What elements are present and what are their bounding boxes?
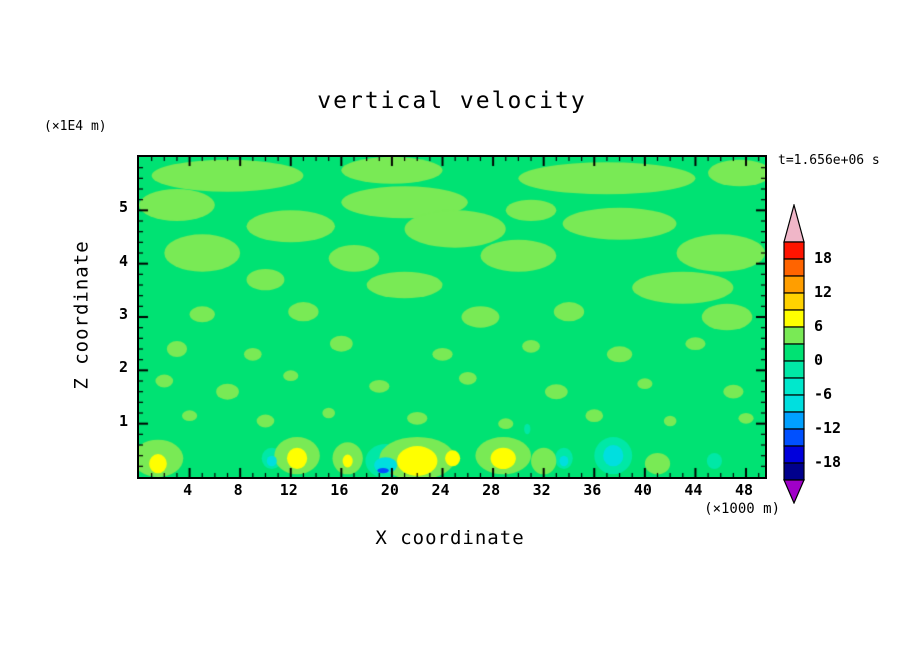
velocity-field-canvas (139, 157, 765, 477)
colorbar-tick-label: -12 (814, 419, 842, 437)
colorbar-band (783, 343, 805, 362)
colorbar (783, 204, 805, 504)
x-tick-label: 16 (330, 481, 349, 499)
x-tick-label: 36 (583, 481, 602, 499)
z-tick-label: 3 (118, 305, 128, 323)
colorbar-band (783, 411, 805, 430)
colorbar-band (783, 309, 805, 328)
page-title: vertical velocity (317, 88, 587, 114)
x-tick-label: 12 (279, 481, 298, 499)
colorbar-tick-label: 18 (814, 249, 833, 267)
z-tick-label: 2 (118, 358, 128, 377)
x-axis-label: X coordinate (375, 527, 525, 549)
colorbar-tick-label: 12 (814, 283, 833, 301)
colorbar-band (783, 275, 805, 294)
plot-frame (137, 155, 767, 479)
colorbar-band (783, 360, 805, 379)
colorbar-tick-label: -6 (814, 385, 833, 403)
x-tick-label: 32 (532, 481, 551, 499)
x-tick-label: 40 (633, 481, 652, 499)
z-axis-label: Z coordinate (71, 240, 93, 390)
z-tick-label: 1 (118, 411, 128, 430)
x-tick-label: 28 (482, 481, 501, 499)
colorbar-tick-label: -18 (814, 453, 842, 471)
colorbar-band (783, 428, 805, 447)
x-tick-label: 24 (431, 481, 450, 499)
x-tick-label: 20 (380, 481, 399, 499)
z-tick-label: 4 (118, 251, 128, 270)
x-tick-label: 48 (734, 481, 754, 499)
z-tick-label: 5 (118, 198, 128, 217)
colorbar-tick-label: 0 (814, 351, 824, 369)
time-annotation: t=1.656e+06 s (778, 153, 880, 168)
colorbar-band (783, 258, 805, 277)
colorbar-band (783, 445, 805, 464)
x-tick-label: 44 (684, 481, 703, 499)
colorbar-band (783, 326, 805, 345)
colorbar-band (783, 292, 805, 311)
x-tick-label: 4 (183, 481, 193, 499)
x-axis-units-label: (×1000 m) (704, 501, 780, 517)
colorbar-band (783, 394, 805, 413)
colorbar-band (783, 241, 805, 260)
z-axis-units-label: (×1E4 m) (44, 119, 107, 134)
colorbar-band (783, 377, 805, 396)
x-tick-label: 8 (233, 481, 243, 499)
colorbar-band (783, 462, 805, 481)
z-axis-label-container: Z coordinate (62, 155, 102, 475)
colorbar-tick-label: 6 (814, 317, 824, 335)
